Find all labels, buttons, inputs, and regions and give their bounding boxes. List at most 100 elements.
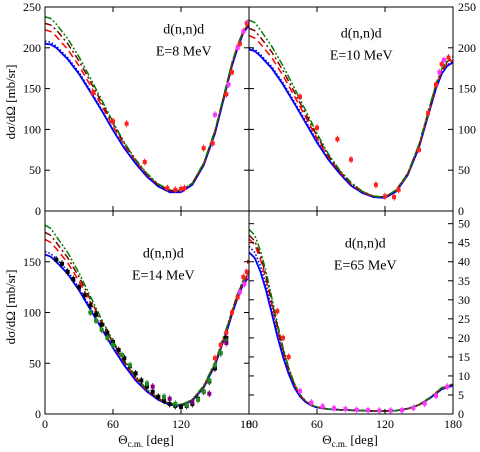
panel-2-point <box>88 310 93 315</box>
panel-0-point <box>90 90 95 95</box>
panel-2-point <box>94 312 98 317</box>
panel-1-ytick-label: 200 <box>458 41 476 55</box>
panel-2-point <box>139 378 144 383</box>
panel-2-point <box>173 401 178 406</box>
panel-2-point <box>120 353 125 358</box>
panel-1-energy-label: E=10 MeV <box>330 48 393 63</box>
panel-2-point <box>122 356 127 361</box>
panel-2-point <box>111 342 115 347</box>
panel-1-point <box>434 82 438 87</box>
panel-0-reaction-label: d(n,n)d <box>163 22 204 37</box>
panel-2-ytick-label: 0 <box>35 407 41 421</box>
panel-2-point <box>54 257 59 262</box>
panel-2-point <box>60 261 64 266</box>
panel-1-point <box>349 157 353 162</box>
panel-0-ytick-label: 150 <box>23 82 41 96</box>
panel-3-ytick-label: 30 <box>458 293 470 307</box>
panel-2-point <box>162 398 166 403</box>
panel-2-energy-label: E=14 MeV <box>132 269 195 284</box>
panel-2-point <box>207 391 212 396</box>
panel-3-ytick-label: 35 <box>458 274 470 288</box>
panel-3: 0 5 10 15 20 25 30 35 40 45 50 0 60 120 180 d(n,n)d E=65… <box>246 210 470 431</box>
panel-0-plot <box>45 16 249 194</box>
panel-3-frame <box>248 210 454 415</box>
panel-2-point <box>156 394 161 399</box>
panel-3-ytick-label: 15 <box>458 350 470 364</box>
panel-2-xtick-label: 180 <box>240 417 258 431</box>
panel-2-point <box>150 384 155 389</box>
panel-3-reaction-label: d(n,n)d <box>345 236 386 251</box>
panel-3-plot <box>249 228 453 414</box>
panel-3-xtick-label: 0 <box>246 417 252 431</box>
panel-2-point <box>196 397 200 402</box>
panel-0-point <box>244 21 249 26</box>
panel-0-point <box>247 19 249 24</box>
panel-3-point <box>434 393 438 398</box>
panel-3-point <box>422 401 427 406</box>
panel-2-point <box>99 322 104 327</box>
panel-1-ytick-label: 250 <box>458 0 476 14</box>
panel-2-point <box>94 318 98 323</box>
panel-2-point <box>179 404 183 409</box>
panel-3-point <box>275 309 280 314</box>
panel-1-ytick-label: 100 <box>458 122 476 136</box>
panel-2-point <box>213 356 217 361</box>
ylabel-bottom: dσ/dΩ [mb/sr] <box>3 270 18 345</box>
panel-2-point <box>218 351 223 356</box>
panel-2-point <box>99 327 104 332</box>
panel-0-energy-label: E=8 MeV <box>156 44 212 59</box>
panel-1-ytick-label: 0 <box>458 204 464 218</box>
panel-1-reaction-label: d(n,n)d <box>341 26 382 41</box>
panel-2-xtick-label: 0 <box>42 417 48 431</box>
panel-0-point <box>111 119 115 124</box>
panel-0-series-dashed-red <box>45 22 249 192</box>
panel-2-point <box>247 274 249 279</box>
panel-2-point <box>213 363 217 368</box>
panel-0-point <box>142 160 147 165</box>
panel-3-point <box>377 408 382 413</box>
panel-1-point <box>439 62 444 67</box>
panel-2-point <box>237 290 242 295</box>
panel-3-ytick-label: 50 <box>458 217 470 231</box>
panel-2-plot <box>45 224 249 411</box>
panel-3-point <box>366 408 370 413</box>
panel-2-point <box>184 402 189 407</box>
panel-2-point <box>201 389 206 394</box>
panel-2-ytick-label: 100 <box>23 306 41 320</box>
panel-2-ytick-label: 50 <box>29 356 41 370</box>
panel-0-point <box>124 121 129 126</box>
panel-2-point <box>128 363 132 368</box>
panel-0-point <box>179 186 183 191</box>
panel-2-xtick-label: 60 <box>107 417 119 431</box>
panel-0-series-dashdotdot-green <box>45 16 249 192</box>
panel-0-point <box>224 92 229 97</box>
panel-2-point <box>77 285 81 290</box>
panel-1-point <box>392 195 397 200</box>
panel-2-point <box>116 348 121 353</box>
panel-3-ytick-label: 0 <box>458 407 464 421</box>
panel-2-point <box>82 293 87 298</box>
xlabel-right: Θc.m. [deg] <box>322 432 378 449</box>
panel-3-point <box>354 407 359 412</box>
panel-1-series-solid-blue <box>249 48 453 199</box>
panel-0-point <box>173 187 178 192</box>
panel-2-point <box>230 310 234 315</box>
panel-0-point <box>165 186 170 191</box>
panel-3-point <box>332 406 336 411</box>
panel-0-point <box>210 141 215 146</box>
panel-2-point <box>133 371 138 376</box>
panel-3-point <box>445 384 450 389</box>
panel-2-xtick-label: 120 <box>172 417 190 431</box>
panel-0-frame <box>44 6 250 212</box>
panel-2: 0 50 100 150 0 60 120 180 d(n,n)d E=14 MeV <box>23 210 258 431</box>
panel-3-point <box>320 404 325 409</box>
panel-2-point <box>88 303 93 308</box>
panel-1-point <box>383 194 387 199</box>
panel-1-ytick-label: 50 <box>458 163 470 177</box>
panel-3-energy-label: E=65 MeV <box>334 258 397 273</box>
panel-3-point <box>298 389 302 394</box>
panel-3-ytick-label: 10 <box>458 369 470 383</box>
panel-2-point <box>71 277 76 282</box>
panel-2-point <box>150 389 155 394</box>
